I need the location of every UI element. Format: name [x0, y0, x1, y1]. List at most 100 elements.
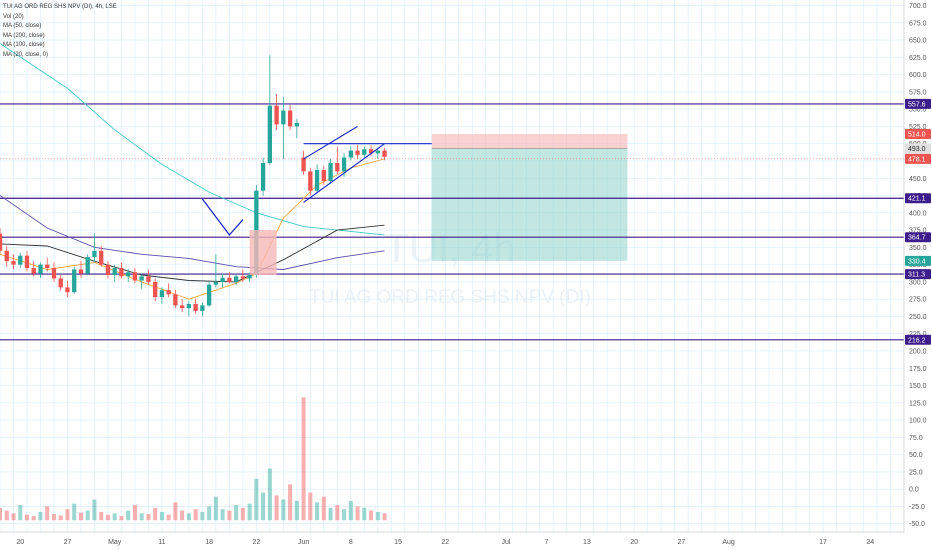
stop-tag-bg [905, 129, 931, 140]
y-tick-label: 225.0 [909, 331, 927, 338]
legend-indicator[interactable]: MA (20, close, 0) [3, 51, 49, 58]
legend-indicator[interactable]: MA (200, close) [3, 32, 45, 39]
candle-body [233, 276, 239, 282]
volume-bar [200, 511, 205, 521]
volume-bar [72, 503, 77, 521]
time-axis[interactable]: 20 27 May 11 18 22 Jun 8 15 22 Jul 7 13 20 27 Aug 17 24 [0, 531, 932, 550]
candle-body [301, 157, 306, 172]
x-tick-label: 15 [394, 539, 402, 546]
volume-bar [328, 507, 333, 521]
y-tick-label: 50.0 [909, 452, 923, 459]
candle-body [348, 150, 353, 158]
take-profit-zone[interactable] [431, 148, 628, 261]
candle-body [0, 233, 3, 251]
y-tick-label: 575.0 [909, 89, 927, 96]
moving-averages [0, 43, 385, 300]
x-tick-label: Aug [722, 539, 735, 546]
legend-indicator[interactable]: MA (50, close) [3, 23, 42, 29]
volume-bar [207, 506, 212, 521]
volume-bar [51, 514, 56, 521]
triangle-lower-line[interactable] [303, 143, 385, 203]
level-tag: 557.6 [908, 101, 926, 108]
volume-bar [139, 513, 144, 521]
candle-body [179, 305, 185, 309]
candle-body [281, 110, 286, 125]
volume-bar [362, 507, 367, 521]
legend-indicator[interactable]: Vol (20) [3, 13, 24, 20]
x-tick-label: 8 [349, 539, 353, 546]
y-tick-label: 25.0 [909, 469, 923, 476]
arrow-drawing[interactable] [201, 198, 244, 236]
volume-bar [132, 505, 137, 521]
candle-body [126, 272, 131, 277]
price-tags: 557.6 421.1 364.7 311.3 216.2 514.0 493.0 478.1… [905, 98, 931, 345]
y-tick-label: 450.0 [909, 176, 927, 183]
candle-body [78, 269, 84, 274]
volume-bar [65, 509, 70, 521]
y-tick-label: 0.0 [909, 487, 919, 494]
candle-body [382, 150, 387, 157]
stop-loss-zone[interactable] [431, 134, 628, 149]
volume-bar [58, 515, 63, 521]
legend-indicator[interactable]: MA (100, close) [3, 42, 45, 48]
y-tick-label: 350.0 [909, 245, 927, 252]
volume-bar [288, 484, 293, 521]
volume-bar [234, 505, 239, 521]
candle-body [173, 294, 178, 306]
volume-bar [38, 511, 43, 521]
candle-body [166, 290, 171, 295]
y-tick-label: 650.0 [909, 38, 927, 45]
level-tag: 421.1 [908, 196, 926, 203]
volume-bar [342, 509, 347, 521]
x-tick-label: 17 [819, 539, 827, 546]
volume-bar [335, 505, 340, 521]
breakout-box[interactable] [249, 230, 277, 275]
level-tag: 216.2 [908, 337, 926, 344]
ma50-line [0, 224, 385, 283]
volume-bar [247, 503, 252, 521]
candle-body [11, 261, 16, 265]
candle-body [24, 255, 30, 269]
x-tick-label: Jul [501, 539, 510, 546]
x-tick-label: Jun [298, 539, 309, 546]
candle-body [267, 105, 273, 164]
x-tick-label: 20 [16, 539, 24, 546]
volume-bar [85, 510, 90, 521]
horizontal-levels[interactable] [0, 103, 904, 341]
volume-bar [180, 510, 185, 521]
triangle-upper-line[interactable] [303, 125, 358, 160]
volume-bar [153, 507, 158, 521]
y-tick-label: 400.0 [909, 210, 927, 217]
candle-body [38, 264, 43, 274]
candle-body [51, 268, 57, 279]
volume-bar [99, 511, 104, 521]
y-tick-label: 300.0 [909, 279, 927, 286]
candle-body [99, 250, 104, 265]
drawings[interactable] [201, 125, 432, 275]
volume-bar [186, 513, 191, 521]
position-zones[interactable] [431, 134, 628, 261]
candle-body [335, 163, 340, 172]
candle-body [58, 278, 63, 288]
y-tick-label: -50.0 [909, 521, 925, 528]
candle-body [92, 250, 97, 258]
y-tick-label: 150.0 [909, 383, 927, 390]
level-tag-bg [905, 269, 931, 280]
volume-bar [126, 510, 131, 521]
volume-bar [11, 513, 16, 521]
x-tick-label: 7 [544, 539, 548, 546]
volume-bar [105, 514, 110, 521]
candle-body [220, 277, 225, 282]
volume-bar [240, 507, 245, 521]
volume-bar [382, 513, 387, 521]
candle-body [206, 284, 212, 306]
candle-body [72, 269, 77, 293]
y-tick-label: 275.0 [909, 297, 927, 304]
chart-grid [0, 0, 905, 532]
candle-body [213, 281, 219, 285]
x-tick-label: 22 [252, 539, 260, 546]
candle-body [112, 268, 117, 275]
volume-bar [321, 496, 326, 521]
candle-body [362, 149, 367, 155]
